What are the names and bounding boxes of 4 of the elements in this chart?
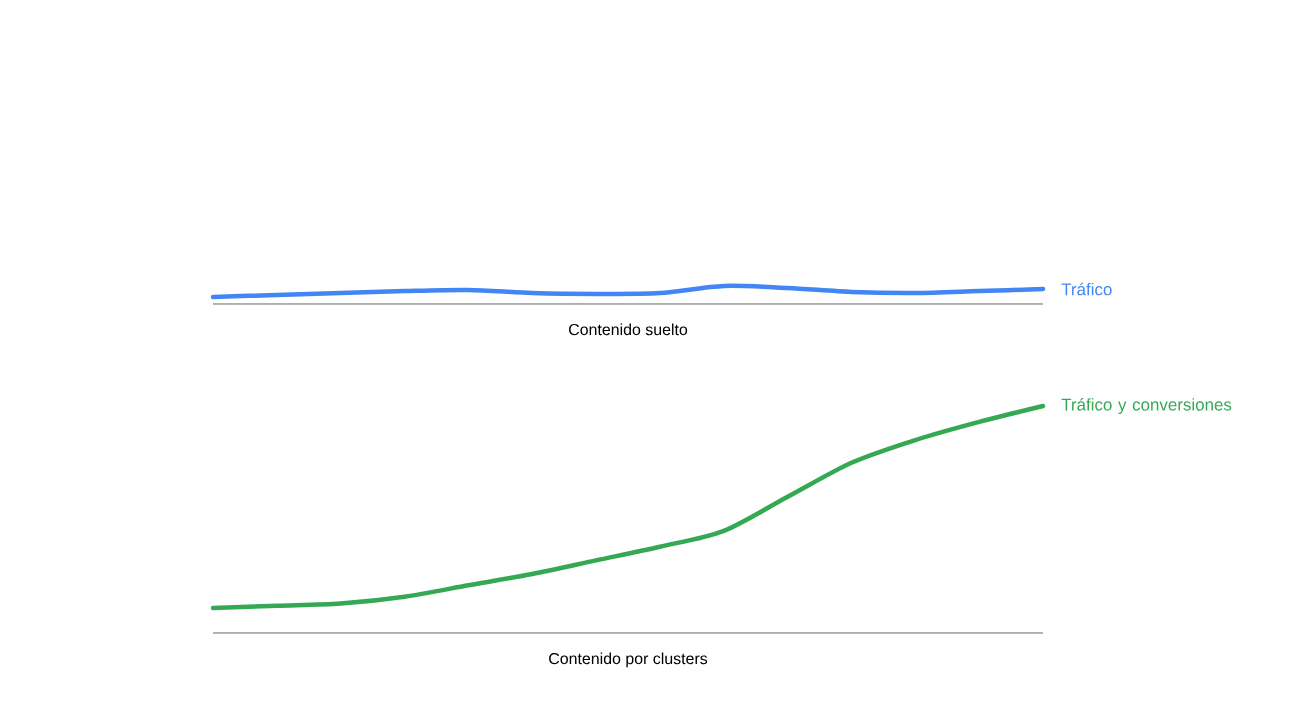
series-label: Tráfico [1061,282,1112,296]
x-axis-title: Contenido suelto [569,323,688,336]
series-label: Tráfico y conversiones [1061,397,1232,414]
x-axis-title: Contenido por clusters [549,652,708,668]
